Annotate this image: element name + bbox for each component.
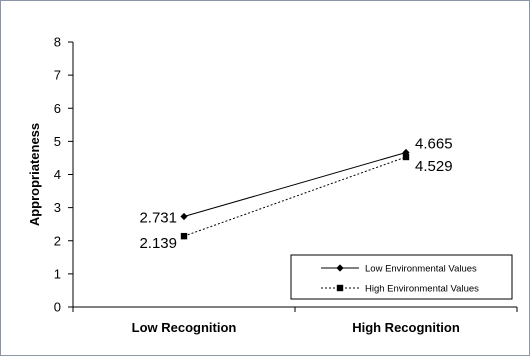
data-label: 2.139 xyxy=(139,235,177,252)
legend-label: Low Environmental Values xyxy=(365,264,477,275)
x-category-label: High Recognition xyxy=(352,320,460,335)
legend-box xyxy=(290,254,513,300)
legend-marker xyxy=(336,284,344,292)
x-category-label: Low Recognition xyxy=(132,320,237,335)
y-axis-label: Appropriateness xyxy=(27,123,42,226)
y-tick-label: 8 xyxy=(54,35,61,50)
y-tick-label: 5 xyxy=(54,134,61,149)
series-line-0 xyxy=(183,151,407,218)
data-label: 2.731 xyxy=(139,210,177,227)
y-tick-label: 4 xyxy=(54,167,61,182)
data-point xyxy=(402,153,410,161)
data-label: 4.665 xyxy=(415,135,453,152)
data-labels: 2.731 4.665 2.139 4.529 xyxy=(139,135,452,252)
y-tick-label: 7 xyxy=(54,68,61,83)
y-tick-label: 3 xyxy=(54,200,61,215)
series xyxy=(180,148,410,240)
y-tick-label: 6 xyxy=(54,101,61,116)
legend: Low Environmental Values High Environment… xyxy=(290,254,513,300)
y-ticks: 0 1 2 3 4 5 6 7 8 xyxy=(54,35,73,315)
legend-marker xyxy=(336,264,344,272)
y-tick-label: 1 xyxy=(54,266,61,281)
y-tick-label: 0 xyxy=(54,300,61,315)
data-point xyxy=(180,232,188,240)
series-line-1 xyxy=(183,156,407,237)
legend-label: High Environmental Values xyxy=(365,284,479,295)
y-tick-label: 2 xyxy=(54,233,61,248)
x-categories: Low Recognition High Recognition xyxy=(72,307,518,335)
data-point xyxy=(180,212,188,221)
data-label: 4.529 xyxy=(415,158,453,175)
